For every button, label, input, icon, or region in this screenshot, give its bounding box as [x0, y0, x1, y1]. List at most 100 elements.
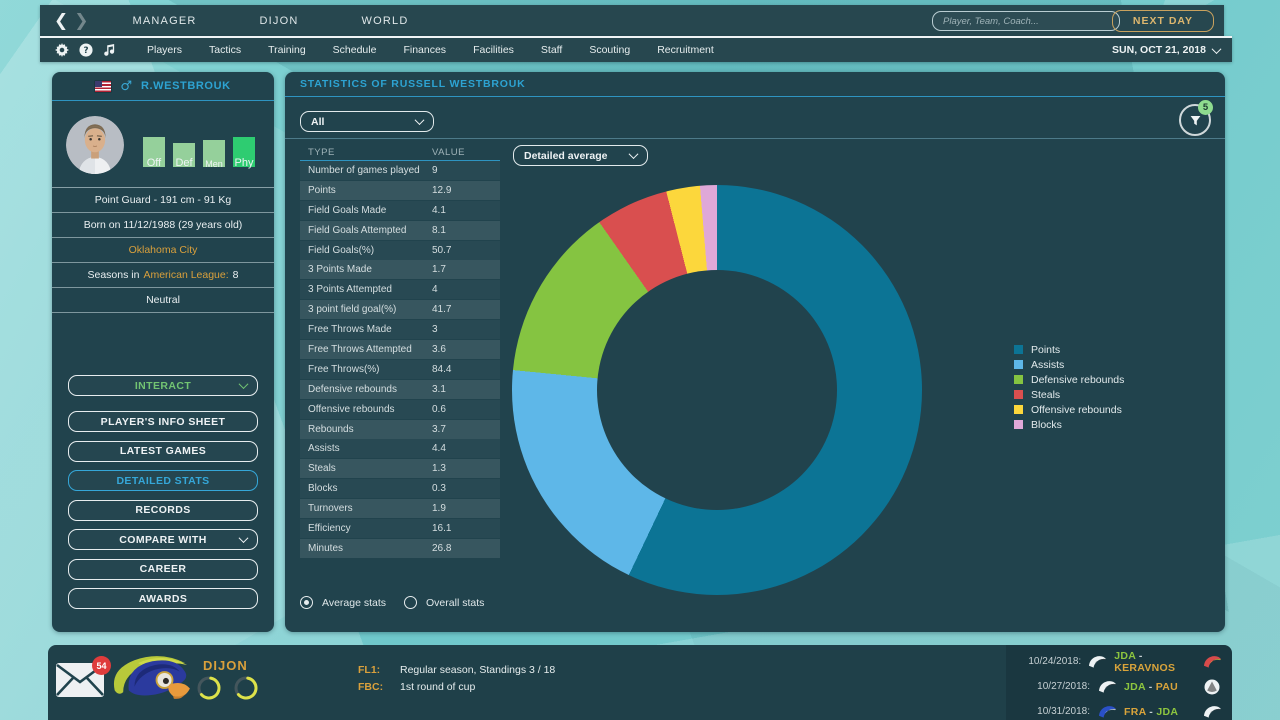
music-icon[interactable]	[102, 43, 117, 58]
team-logo-fra-icon	[1097, 704, 1117, 720]
legend-swatch	[1014, 375, 1023, 384]
competition-gauge-icon	[196, 675, 222, 706]
competition-text: Regular season, Standings 3 / 18	[400, 663, 556, 676]
records-button[interactable]: RECORDS	[68, 499, 258, 521]
table-row: Offensive rebounds 0.6	[300, 400, 500, 419]
attribute-bar-off	[143, 137, 165, 167]
match-separator: -	[1146, 705, 1157, 718]
scope-dropdown-value: All	[311, 115, 325, 128]
match-separator: -	[1145, 680, 1156, 693]
compare-with-button[interactable]: COMPARE WITH	[68, 529, 258, 550]
nav-item-facilities[interactable]: Facilities	[473, 44, 514, 56]
schedule-row[interactable]: 10/31/2018: FRA - JDA	[1006, 699, 1232, 720]
legend-item: Assists	[1014, 357, 1124, 372]
player-born-row: Born on 11/12/1988 (29 years old)	[52, 213, 274, 238]
button-label: CAREER	[139, 563, 187, 575]
top-tab-world[interactable]: WORLD	[361, 14, 409, 27]
col-type: TYPE	[308, 146, 335, 158]
mail-count-badge: 54	[92, 656, 111, 675]
button-label: LATEST GAMES	[119, 445, 207, 457]
stat-value: 26.8	[432, 542, 452, 554]
nav-item-recruitment[interactable]: Recruitment	[657, 44, 714, 56]
divider-line	[285, 138, 1225, 139]
nav-item-schedule[interactable]: Schedule	[332, 44, 377, 56]
nav-item-training[interactable]: Training	[268, 44, 306, 56]
team-logo-pau-icon	[1202, 679, 1222, 695]
stat-type: 3 Points Made	[308, 264, 372, 276]
detailed-stats-button[interactable]: DETAILED STATS	[68, 470, 258, 491]
player-s-info-sheet-button[interactable]: PLAYER'S INFO SHEET	[68, 411, 258, 432]
radio-circle-icon	[404, 596, 418, 609]
match-label: FRA - JDA	[1124, 706, 1178, 718]
stat-type: Field Goals Attempted	[308, 224, 407, 236]
chevron-down-icon	[414, 115, 425, 126]
nav-icons: ?	[54, 43, 117, 58]
awards-button[interactable]: AWARDS	[68, 588, 258, 609]
match-date: 10/31/2018:	[1037, 706, 1090, 717]
radio-label: Average stats	[322, 596, 387, 609]
nav-item-staff[interactable]: Staff	[540, 44, 563, 56]
home-team: JDA	[1124, 680, 1146, 693]
table-row: Number of games played 9	[300, 161, 500, 180]
forward-arrow-icon[interactable]: ❯	[74, 11, 89, 30]
table-row: Steals 1.3	[300, 459, 500, 479]
button-label: AWARDS	[138, 592, 188, 605]
stats-table-body: Number of games played 9 Points 12.9 Field G…	[300, 161, 500, 558]
nav-item-players[interactable]: Players	[147, 44, 183, 56]
schedule-row[interactable]: 10/27/2018: JDA - PAU	[1006, 674, 1232, 699]
nav-item-finances[interactable]: Finances	[403, 44, 447, 56]
stat-value: 1.9	[432, 503, 446, 515]
back-arrow-icon[interactable]: ❮	[54, 11, 69, 30]
footer-team-name[interactable]: DIJON	[203, 658, 248, 673]
interact-button[interactable]: INTERACT	[68, 375, 258, 396]
nav-item-scouting[interactable]: Scouting	[589, 44, 631, 56]
table-row: Points 12.9	[300, 180, 500, 200]
radio-overall-stats[interactable]: Overall stats	[404, 596, 484, 609]
stat-type: 3 Points Attempted	[308, 284, 392, 296]
team-logo-jda-icon	[1202, 704, 1222, 720]
schedule-row[interactable]: 10/24/2018: JDA - KERAVNOS	[1006, 649, 1232, 674]
top-tab-dijon[interactable]: DIJON	[259, 14, 299, 27]
legend-swatch	[1014, 420, 1023, 429]
next-day-button[interactable]: NEXT DAY	[1112, 10, 1214, 32]
player-team-row[interactable]: Oklahoma City	[52, 238, 274, 263]
stat-value: 4.1	[432, 204, 446, 216]
away-team: KERAVNOS	[1114, 661, 1176, 674]
date-selector[interactable]: SUN, OCT 21, 2018	[1112, 38, 1222, 62]
legend-swatch	[1014, 360, 1023, 369]
view-dropdown[interactable]: Detailed average	[513, 145, 648, 166]
home-team: FRA	[1124, 705, 1147, 718]
col-value: VALUE	[432, 146, 465, 158]
nav-item-tactics[interactable]: Tactics	[209, 44, 242, 56]
stat-type: Turnovers	[308, 503, 353, 515]
settings-gear-icon[interactable]	[54, 43, 69, 58]
team-logo-keravnos-icon	[1203, 654, 1222, 670]
stat-value: 1.3	[432, 463, 446, 475]
competition-code: FL1:	[358, 663, 381, 676]
scope-dropdown[interactable]: All	[300, 111, 434, 132]
competition-text: 1st round of cup	[400, 680, 476, 693]
stats-table: TYPE VALUE Number of games played 9 Points…	[300, 144, 500, 559]
stat-value: 84.4	[432, 363, 452, 375]
player-seasons-row: Seasons in American League: 8	[52, 263, 274, 288]
player-avatar	[66, 116, 124, 174]
filter-funnel-icon[interactable]: 5	[1179, 100, 1213, 136]
legend-label: Points	[1031, 343, 1061, 356]
search-input[interactable]: Player, Team, Coach...	[932, 11, 1120, 31]
top-tab-manager[interactable]: MANAGER	[132, 14, 197, 27]
career-button[interactable]: CAREER	[68, 558, 258, 580]
nav-menu: Players Tactics Training Schedule Finances Fa…	[147, 44, 714, 56]
match-date: 10/27/2018:	[1037, 681, 1090, 692]
stat-type: Blocks	[308, 483, 338, 495]
legend-label: Defensive rebounds	[1031, 373, 1125, 386]
attribute-bar-def	[173, 143, 195, 167]
seasons-league[interactable]: American League:	[143, 269, 229, 281]
latest-games-button[interactable]: LATEST GAMES	[68, 440, 258, 462]
help-icon[interactable]: ?	[78, 43, 93, 58]
stat-type: Free Throws Made	[308, 324, 392, 336]
radio-average-stats[interactable]: Average stats	[300, 596, 386, 609]
stat-value: 3.7	[432, 423, 446, 435]
table-row: 3 point field goal(%) 41.7	[300, 300, 500, 320]
mail-button[interactable]: 54	[55, 656, 111, 700]
